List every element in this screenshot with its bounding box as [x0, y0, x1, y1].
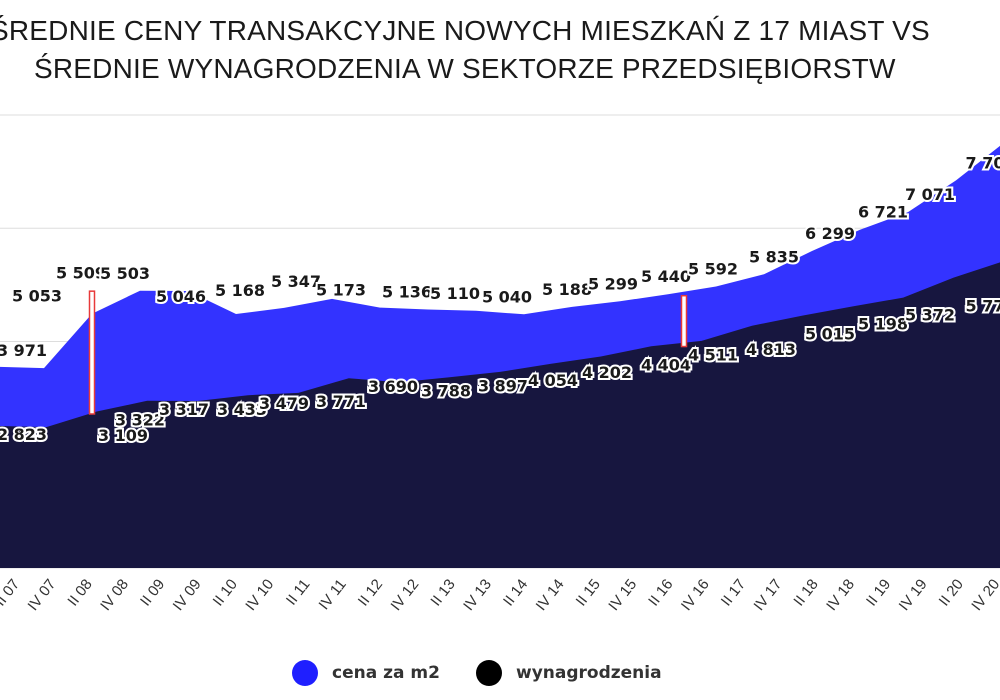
x-tick-label: II 16 — [645, 576, 676, 609]
price-label: 5 173 — [316, 281, 366, 300]
x-tick-label: IV 11 — [316, 576, 350, 613]
x-tick-label: IV 14 — [533, 576, 568, 614]
series-area-wage — [0, 262, 1000, 568]
price-label: 6 299 — [805, 224, 855, 243]
period-markers — [88, 290, 688, 415]
x-tick-label: IV 12 — [387, 576, 422, 614]
wage-label: 5 015 — [805, 325, 855, 344]
legend-item-price: cena za m2 — [292, 660, 440, 686]
x-tick-label: II 11 — [283, 576, 314, 609]
wage-label: 3 109 — [98, 426, 148, 445]
x-tick-label: IV 07 — [24, 576, 59, 614]
x-tick-label: II 19 — [863, 576, 894, 609]
wage-label: 4 511 — [688, 345, 738, 364]
x-tick-label: II 13 — [427, 576, 458, 609]
x-tick-label: II 07 — [0, 576, 23, 609]
x-tick-label: IV 10 — [242, 576, 277, 614]
wage-label: 5 77 — [966, 297, 1000, 316]
x-tick-label: II 17 — [718, 576, 749, 609]
x-tick-label: II 20 — [936, 576, 967, 609]
wage-label: 4 054 — [528, 371, 578, 390]
wage-label: 3 788 — [421, 381, 471, 400]
wage-label: 3 771 — [316, 392, 366, 411]
x-tick-label: IV 15 — [605, 576, 640, 614]
chart-title-line-2: ŚREDNIE WYNAGRODZENIA W SEKTORZE PRZEDSI… — [34, 53, 896, 84]
x-axis-ticks: II 07 IV 07 II 08 IV 08 II 09 IV 09 II 10 IV 10… — [0, 576, 1000, 614]
price-label: 5 040 — [482, 287, 532, 306]
wage-label: 4 202 — [582, 363, 632, 382]
wage-label: 3 690 — [368, 377, 418, 396]
legend-label-wage: wynagrodzenia — [516, 663, 662, 683]
price-label: 5 053 — [12, 287, 62, 306]
x-tick-label: IV 19 — [896, 576, 931, 614]
x-tick-label: II 12 — [355, 576, 386, 609]
price-label: 5 110 — [430, 284, 480, 303]
price-label: 5 440 — [641, 267, 691, 286]
x-tick-label: II 18 — [790, 576, 821, 609]
wage-label: 3 322 — [115, 411, 165, 430]
x-tick-label: IV 08 — [97, 576, 132, 614]
legend: cena za m2 wynagrodzenia — [0, 660, 1000, 690]
price-label: 6 721 — [858, 203, 908, 222]
x-tick-label: II 08 — [64, 576, 95, 609]
x-tick-label: IV 09 — [170, 576, 205, 614]
x-tick-label: IV 16 — [678, 576, 713, 614]
x-tick-label: IV 18 — [823, 576, 858, 614]
price-label: 5 592 — [688, 260, 738, 279]
wage-label: 3 317 — [159, 400, 209, 419]
price-label: 5 299 — [588, 274, 638, 293]
wage-label: 4 813 — [746, 340, 796, 359]
chart-title-line-1: ŚREDNIE CENY TRANSAKCYJNE NOWYCH MIESZKA… — [0, 15, 930, 46]
price-label: 7 071 — [905, 185, 955, 204]
period-marker — [88, 290, 96, 415]
legend-swatch-price — [292, 660, 318, 686]
wage-label: 5 198 — [858, 315, 908, 334]
price-label: 3 971 — [0, 341, 47, 360]
x-tick-label: IV 20 — [968, 576, 1000, 614]
x-tick-label: II 10 — [210, 576, 241, 609]
x-tick-label: IV 17 — [750, 576, 785, 614]
price-label: 5 136 — [382, 282, 432, 301]
price-label: 5 503 — [100, 264, 150, 283]
wage-label: 2 823 — [0, 425, 47, 444]
wage-label: 4 404 — [641, 355, 691, 374]
legend-label-price: cena za m2 — [332, 663, 440, 683]
x-tick-label: II 15 — [573, 576, 604, 609]
legend-item-wage: wynagrodzenia — [476, 660, 662, 686]
price-label: 5 188 — [542, 280, 592, 299]
period-marker — [680, 294, 688, 348]
wage-label: 5 372 — [905, 305, 955, 324]
price-label: 5 835 — [749, 247, 799, 266]
wage-label: 3 897 — [478, 376, 528, 395]
price-label: 5 509 — [56, 264, 106, 283]
price-label: 7 70 — [966, 153, 1000, 172]
chart-areas — [0, 145, 1000, 568]
legend-swatch-wage — [476, 660, 502, 686]
wage-label: 3 433 — [217, 400, 267, 419]
wage-label: 3 479 — [259, 394, 309, 413]
x-tick-label: II 14 — [500, 576, 531, 609]
price-label: 5 168 — [215, 281, 265, 300]
x-tick-label: II 09 — [137, 576, 168, 609]
price-label: 5 046 — [156, 287, 206, 306]
price-label: 5 347 — [271, 272, 321, 291]
x-tick-label: IV 13 — [460, 576, 495, 614]
